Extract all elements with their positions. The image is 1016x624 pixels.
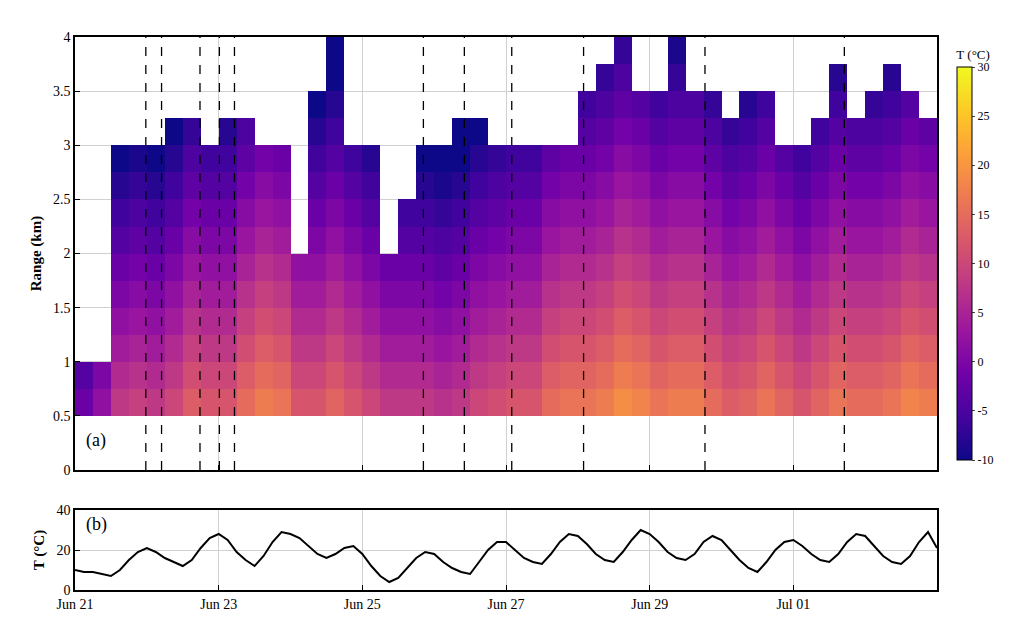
svg-text:0.5: 0.5: [53, 409, 71, 424]
svg-text:0: 0: [63, 463, 70, 478]
svg-text:2.5: 2.5: [53, 192, 71, 207]
svg-text:-10: -10: [977, 453, 993, 467]
svg-text:20: 20: [56, 543, 70, 558]
svg-text:3: 3: [63, 138, 70, 153]
svg-text:0: 0: [63, 583, 70, 598]
svg-text:10: 10: [977, 257, 989, 271]
svg-text:30: 30: [977, 60, 989, 74]
svg-text:3.5: 3.5: [53, 84, 71, 99]
svg-text:(b): (b): [86, 514, 107, 535]
svg-text:2: 2: [63, 246, 70, 261]
svg-text:40: 40: [56, 503, 70, 518]
svg-text:Jun 29: Jun 29: [631, 597, 668, 612]
svg-text:5: 5: [977, 306, 983, 320]
svg-text:Range (km): Range (km): [28, 216, 45, 291]
svg-text:Jul 01: Jul 01: [776, 597, 810, 612]
svg-text:4: 4: [63, 30, 70, 45]
svg-text:1: 1: [63, 355, 70, 370]
svg-text:T (°C): T (°C): [31, 530, 48, 570]
svg-text:15: 15: [977, 208, 989, 222]
svg-text:1.5: 1.5: [53, 301, 71, 316]
svg-text:Jun 23: Jun 23: [200, 597, 237, 612]
svg-text:Jun 27: Jun 27: [488, 597, 525, 612]
svg-text:-5: -5: [977, 404, 987, 418]
svg-text:T (°C): T (°C): [956, 47, 989, 62]
svg-text:Jun 25: Jun 25: [344, 597, 381, 612]
svg-text:Jun 21: Jun 21: [57, 597, 94, 612]
svg-text:0: 0: [977, 355, 983, 369]
svg-text:20: 20: [977, 158, 989, 172]
svg-text:25: 25: [977, 109, 989, 123]
svg-text:(a): (a): [86, 430, 106, 451]
